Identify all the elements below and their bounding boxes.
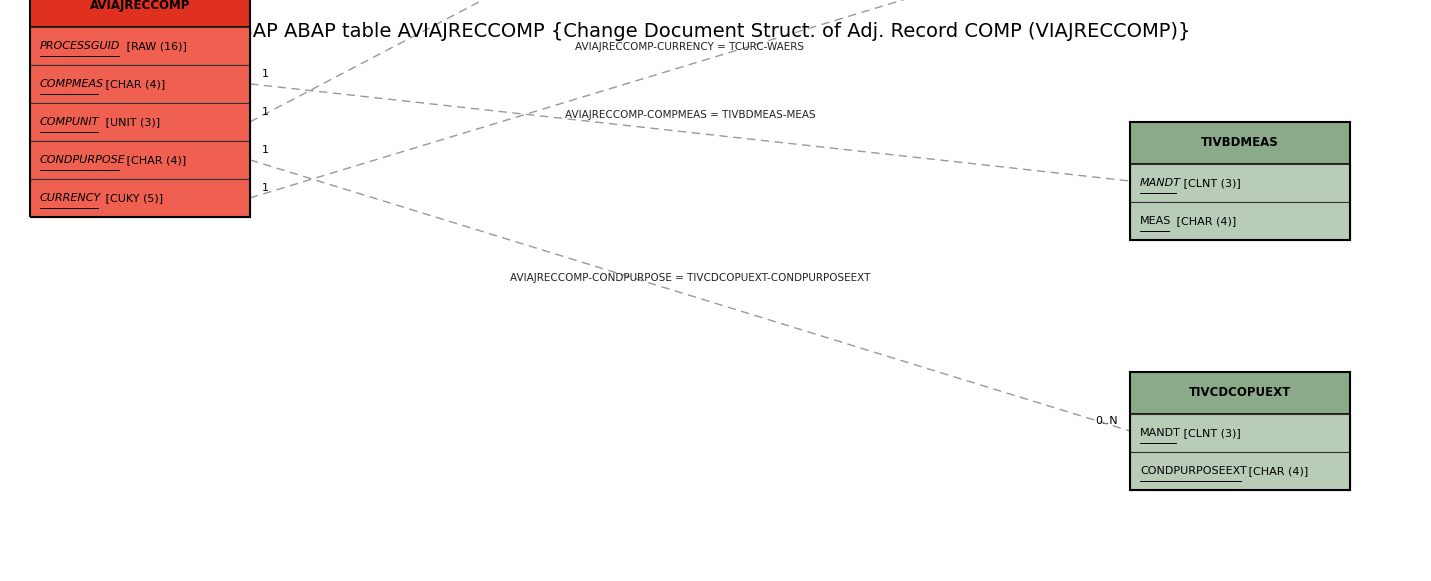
Text: [CHAR (4)]: [CHAR (4)]: [1245, 466, 1308, 476]
FancyBboxPatch shape: [30, 103, 250, 141]
Text: TIVBDMEAS: TIVBDMEAS: [1201, 137, 1279, 149]
Text: 1: 1: [262, 69, 269, 79]
Text: AVIAJRECCOMP-CURRENCY = TCURC-WAERS: AVIAJRECCOMP-CURRENCY = TCURC-WAERS: [575, 42, 804, 52]
Text: 1: 1: [262, 183, 269, 193]
Text: AVIAJRECCOMP-COMPMEAS = TIVBDMEAS-MEAS: AVIAJRECCOMP-COMPMEAS = TIVBDMEAS-MEAS: [565, 110, 816, 120]
FancyBboxPatch shape: [1130, 372, 1349, 414]
Text: MEAS: MEAS: [1141, 216, 1172, 226]
FancyBboxPatch shape: [30, 179, 250, 217]
FancyBboxPatch shape: [30, 141, 250, 179]
Text: CONDPURPOSEEXT: CONDPURPOSEEXT: [1141, 466, 1246, 476]
FancyBboxPatch shape: [1130, 122, 1349, 164]
FancyBboxPatch shape: [30, 27, 250, 65]
FancyBboxPatch shape: [1130, 164, 1349, 202]
Text: AVIAJRECCOMP-CONDPURPOSE = TIVCDCOPUEXT-CONDPURPOSEEXT: AVIAJRECCOMP-CONDPURPOSE = TIVCDCOPUEXT-…: [509, 274, 870, 284]
Text: 0..N: 0..N: [1095, 416, 1118, 426]
Text: AVIAJRECCOMP: AVIAJRECCOMP: [90, 0, 190, 13]
Text: [UNIT (3)]: [UNIT (3)]: [102, 117, 160, 127]
Text: [CLNT (3)]: [CLNT (3)]: [1181, 428, 1241, 438]
Text: MANDT: MANDT: [1141, 428, 1181, 438]
FancyBboxPatch shape: [30, 0, 250, 27]
FancyBboxPatch shape: [30, 65, 250, 103]
Text: COMPUNIT: COMPUNIT: [40, 117, 99, 127]
Text: CURRENCY: CURRENCY: [40, 193, 102, 203]
Text: [CLNT (3)]: [CLNT (3)]: [1181, 178, 1241, 188]
Text: [CHAR (4)]: [CHAR (4)]: [1173, 216, 1236, 226]
Text: [CUKY (5)]: [CUKY (5)]: [102, 193, 163, 203]
Text: PROCESSGUID: PROCESSGUID: [40, 41, 120, 51]
Text: [CHAR (4)]: [CHAR (4)]: [102, 79, 165, 89]
Text: SAP ABAP table AVIAJRECCOMP {Change Document Struct. of Adj. Record COMP (VIAJRE: SAP ABAP table AVIAJRECCOMP {Change Docu…: [240, 22, 1191, 41]
Text: 1: 1: [262, 107, 269, 117]
FancyBboxPatch shape: [1130, 414, 1349, 452]
Text: MANDT: MANDT: [1141, 178, 1181, 188]
Text: TIVCDCOPUEXT: TIVCDCOPUEXT: [1189, 386, 1291, 400]
Text: CONDPURPOSE: CONDPURPOSE: [40, 155, 126, 165]
Text: COMPMEAS: COMPMEAS: [40, 79, 104, 89]
Text: [CHAR (4)]: [CHAR (4)]: [123, 155, 186, 165]
Text: 1: 1: [262, 145, 269, 155]
FancyBboxPatch shape: [1130, 202, 1349, 240]
Text: [RAW (16)]: [RAW (16)]: [123, 41, 187, 51]
FancyBboxPatch shape: [1130, 452, 1349, 490]
